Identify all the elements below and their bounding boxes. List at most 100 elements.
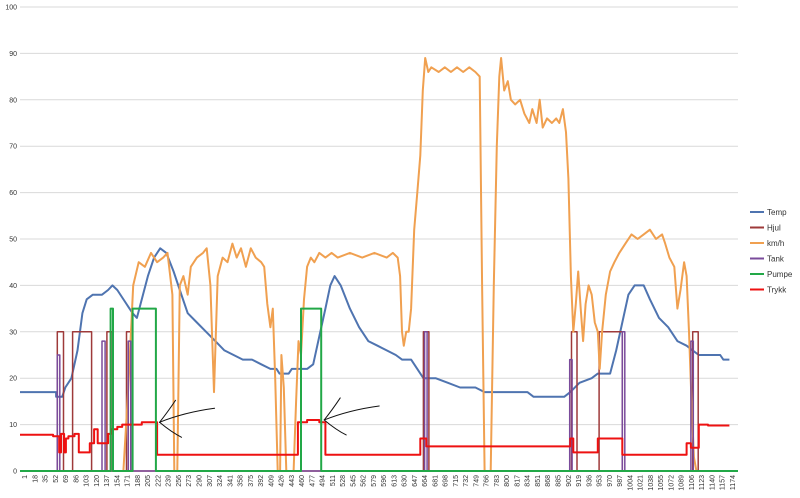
x-tick-label: 171 <box>125 475 132 487</box>
x-tick-label: 766 <box>484 475 491 487</box>
x-tick-label: 35 <box>43 475 50 483</box>
x-tick-label: 749 <box>473 475 480 487</box>
x-tick-label: 137 <box>104 475 111 487</box>
x-tick-label: 205 <box>145 475 152 487</box>
x-tick-label: 273 <box>186 475 193 487</box>
x-tick-label: 1089 <box>679 475 686 491</box>
x-tick-label: 1140 <box>709 475 716 490</box>
x-tick-label: 154 <box>114 475 121 487</box>
x-tick-label: 732 <box>463 475 470 487</box>
x-tick-label: 392 <box>258 475 265 487</box>
y-tick-label: 90 <box>9 51 17 58</box>
y-tick-label: 40 <box>9 283 17 290</box>
x-axis-tick-labels: 1 18 35 52 69 86 103 120 137 154 171 188 205 222 239 25… <box>20 470 738 491</box>
y-tick-label: 50 <box>9 237 17 244</box>
x-tick-label: 443 <box>289 475 296 487</box>
x-tick-label: 545 <box>350 475 357 487</box>
y-tick-label: 30 <box>9 329 17 336</box>
legend-label: Tank <box>767 255 785 264</box>
legend-label: Pumpe <box>767 270 793 279</box>
x-tick-label: 256 <box>176 475 183 487</box>
x-tick-label: 341 <box>227 475 234 487</box>
x-tick-label: 239 <box>166 475 173 487</box>
x-tick-label: 562 <box>361 475 368 487</box>
annotations <box>159 397 380 438</box>
x-tick-label: 528 <box>340 475 347 487</box>
x-tick-label: 103 <box>84 475 91 487</box>
x-tick-label: 902 <box>566 475 573 487</box>
x-tick-label: 834 <box>525 475 532 487</box>
x-tick-label: 630 <box>402 475 409 487</box>
x-tick-label: 987 <box>617 475 624 487</box>
x-tick-label: 817 <box>514 475 521 487</box>
x-tick-label: 1106 <box>689 475 696 490</box>
series-line-pumpe <box>20 307 738 472</box>
y-tick-label: 80 <box>9 97 17 104</box>
x-tick-label: 1072 <box>668 475 675 491</box>
x-tick-label: 715 <box>453 475 460 487</box>
x-tick-label: 1174 <box>730 475 737 490</box>
y-tick-label: 20 <box>9 376 17 383</box>
y-tick-label: 70 <box>9 144 17 151</box>
legend-label: Hjul <box>767 224 781 233</box>
x-tick-label: 681 <box>432 475 439 487</box>
x-tick-label: 511 <box>330 475 337 486</box>
series-line-kmh <box>20 57 700 472</box>
x-tick-label: 290 <box>197 475 204 487</box>
x-tick-label: 953 <box>597 475 604 487</box>
y-tick-label: 100 <box>5 5 17 12</box>
series-line-trykk <box>20 419 730 456</box>
legend-label: Trykk <box>767 286 787 295</box>
x-tick-label: 494 <box>320 475 327 487</box>
x-tick-label: 188 <box>135 475 142 487</box>
series-line-temp <box>20 247 730 398</box>
hand-drawn-arrow-1 <box>159 399 216 438</box>
x-tick-label: 800 <box>504 475 511 487</box>
x-tick-label: 222 <box>155 475 162 487</box>
x-tick-label: 18 <box>32 475 39 483</box>
x-tick-label: 477 <box>309 475 316 487</box>
x-tick-label: 1 <box>22 475 29 479</box>
hand-drawn-arrow-2 <box>323 397 380 436</box>
x-tick-label: 460 <box>299 475 306 487</box>
legend: Temp Hjul km/h Tank Pumpe Trykk <box>750 208 793 295</box>
legend-label: Temp <box>767 208 787 217</box>
x-tick-label: 1055 <box>658 475 665 491</box>
x-tick-label: 936 <box>586 475 593 487</box>
x-tick-label: 375 <box>248 475 255 487</box>
x-tick-label: 426 <box>279 475 286 487</box>
y-tick-label: 0 <box>13 469 17 476</box>
y-tick-label: 60 <box>9 190 17 197</box>
x-tick-label: 1038 <box>648 475 655 491</box>
legend-label: km/h <box>767 239 784 248</box>
x-tick-label: 596 <box>381 475 388 487</box>
x-tick-label: 1004 <box>627 475 634 491</box>
x-tick-label: 698 <box>443 475 450 487</box>
x-tick-label: 613 <box>391 475 398 487</box>
x-tick-label: 783 <box>494 475 501 487</box>
x-tick-label: 664 <box>422 475 429 487</box>
x-tick-label: 324 <box>217 475 224 487</box>
x-tick-label: 647 <box>412 475 419 487</box>
x-tick-label: 86 <box>73 475 80 483</box>
x-tick-label: 885 <box>556 475 563 487</box>
series-lines <box>20 57 738 472</box>
x-tick-label: 307 <box>207 475 214 487</box>
x-tick-label: 919 <box>576 475 583 487</box>
y-axis-tick-labels: 0 10 20 30 40 50 60 70 80 90 100 <box>5 5 17 476</box>
y-tick-label: 10 <box>9 422 17 429</box>
x-tick-label: 851 <box>535 475 542 487</box>
x-tick-label: 358 <box>238 475 245 487</box>
x-tick-label: 52 <box>53 475 60 483</box>
x-tick-label: 409 <box>268 475 275 487</box>
x-tick-label: 868 <box>545 475 552 487</box>
x-tick-label: 970 <box>607 475 614 487</box>
x-tick-label: 1157 <box>720 475 727 490</box>
x-tick-label: 1123 <box>699 475 706 490</box>
x-tick-label: 120 <box>94 475 101 487</box>
x-tick-label: 579 <box>371 475 378 487</box>
x-tick-label: 69 <box>63 475 70 483</box>
x-tick-label: 1021 <box>638 475 645 491</box>
